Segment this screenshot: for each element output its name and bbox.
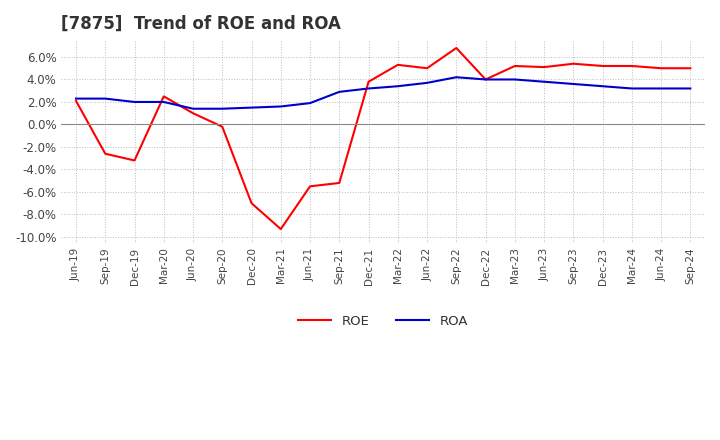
ROE: [510, 63, 519, 69]
ROA: [394, 84, 402, 89]
ROA: [72, 96, 81, 101]
ROA: [598, 84, 607, 89]
ROA: [189, 106, 197, 111]
ROA: [423, 80, 431, 85]
ROA: [686, 86, 695, 91]
ROA: [218, 106, 227, 111]
ROA: [130, 99, 139, 105]
Line: ROE: ROE: [76, 48, 690, 229]
ROE: [159, 94, 168, 99]
ROE: [218, 124, 227, 129]
ROE: [598, 63, 607, 69]
ROE: [101, 151, 109, 156]
ROA: [540, 79, 549, 84]
ROA: [569, 81, 577, 87]
ROE: [189, 110, 197, 116]
ROE: [628, 63, 636, 69]
Legend: ROE, ROA: ROE, ROA: [293, 310, 473, 333]
Line: ROA: ROA: [76, 77, 690, 109]
ROE: [481, 77, 490, 82]
ROA: [481, 77, 490, 82]
ROA: [247, 105, 256, 110]
ROA: [101, 96, 109, 101]
ROE: [276, 227, 285, 232]
ROE: [247, 201, 256, 206]
ROE: [657, 66, 665, 71]
ROE: [452, 45, 461, 51]
ROE: [569, 61, 577, 66]
ROE: [540, 65, 549, 70]
ROA: [628, 86, 636, 91]
ROA: [159, 99, 168, 105]
ROA: [306, 100, 315, 106]
ROA: [510, 77, 519, 82]
ROE: [394, 62, 402, 67]
ROE: [335, 180, 343, 186]
ROE: [423, 66, 431, 71]
ROA: [452, 75, 461, 80]
ROA: [364, 86, 373, 91]
ROA: [657, 86, 665, 91]
ROE: [130, 158, 139, 163]
ROE: [686, 66, 695, 71]
ROE: [306, 183, 315, 189]
ROA: [335, 89, 343, 95]
ROE: [364, 79, 373, 84]
Text: [7875]  Trend of ROE and ROA: [7875] Trend of ROE and ROA: [61, 15, 341, 33]
ROE: [72, 98, 81, 103]
ROA: [276, 104, 285, 109]
